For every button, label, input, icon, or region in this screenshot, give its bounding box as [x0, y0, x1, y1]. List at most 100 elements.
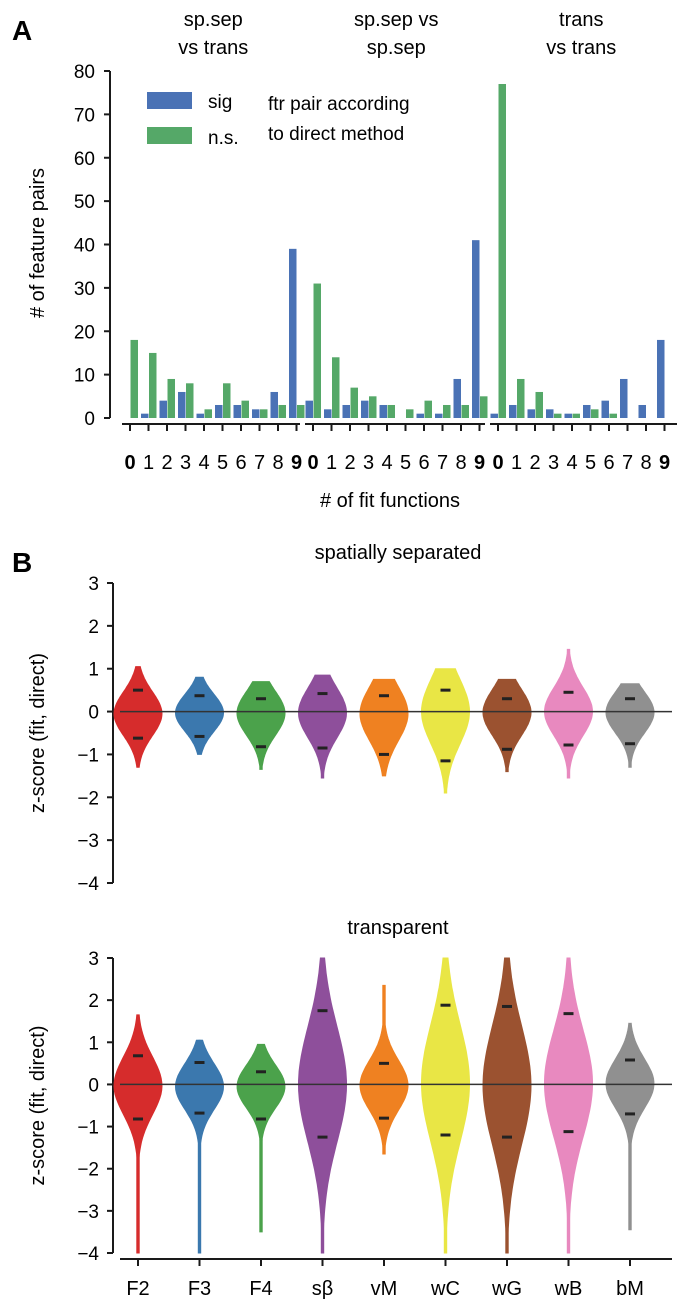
bar-sig	[178, 391, 186, 418]
y-tick-label: 0	[88, 1075, 99, 1096]
y-tick-label: 40	[74, 236, 95, 257]
bar-ns	[278, 404, 286, 418]
x-tick-label: wB	[554, 1278, 583, 1300]
bar-ns	[443, 404, 451, 418]
bar-ns	[130, 339, 138, 418]
y-tick-label: −4	[77, 1244, 99, 1265]
bar-ns	[332, 357, 340, 418]
bar-sig	[196, 413, 204, 418]
group-title-line1: trans	[559, 9, 603, 31]
y-tick-label: −3	[77, 831, 99, 852]
y-tick-label: 50	[74, 192, 95, 213]
x-tick-label: 6	[235, 452, 246, 474]
violin-F3	[175, 676, 224, 755]
x-tick-label: 4	[566, 452, 577, 474]
bar-sig	[289, 248, 297, 418]
y-tick-label: 70	[74, 105, 95, 126]
x-tick-label: 5	[585, 452, 596, 474]
x-tick-label: 4	[381, 452, 392, 474]
bar-sig	[141, 413, 149, 418]
x-tick-label: 7	[622, 452, 633, 474]
y-tick-label: 1	[88, 1033, 99, 1054]
bar-sig	[490, 413, 498, 418]
y-tick-label: 3	[88, 574, 99, 595]
x-tick-label: 1	[511, 452, 522, 474]
violin-sβ	[297, 674, 348, 779]
bar-ns	[591, 409, 599, 418]
x-tick-label: bM	[616, 1278, 644, 1300]
violin-wB	[544, 957, 593, 1254]
bar-sig	[620, 378, 628, 418]
y-tick-label: −4	[77, 874, 99, 895]
legend-note-line1: ftr pair according	[268, 94, 410, 115]
bar-ns	[350, 387, 358, 418]
x-tick-label: 6	[603, 452, 614, 474]
violin-chart-spatially-separated: 3 2 1 0 −1 −2 −3 −4 z-score (fit, direct) spatial…	[27, 542, 672, 895]
bar-sig	[252, 409, 260, 418]
legend-note-line2: to direct method	[268, 124, 404, 145]
bar-sig	[546, 409, 554, 418]
x-tick-label: 3	[363, 452, 374, 474]
bar-ns	[572, 413, 580, 418]
bar-ns	[535, 391, 543, 418]
x-tick-label: 8	[272, 452, 283, 474]
x-tick-label: 2	[344, 452, 355, 474]
x-tick-label: F3	[188, 1278, 211, 1300]
bar-ns	[149, 352, 157, 418]
x-tick-label: 7	[254, 452, 265, 474]
x-tick-label: 1	[143, 452, 154, 474]
y-tick-label: 30	[74, 279, 95, 300]
bar-ns	[406, 409, 414, 418]
violin-wG	[482, 678, 532, 773]
bar-sig	[342, 404, 350, 418]
bar-sig	[270, 391, 278, 418]
legend-label-ns: n.s.	[208, 128, 239, 149]
violin-F4	[236, 681, 286, 770]
violin-vM	[359, 984, 409, 1155]
x-tick-label: 3	[180, 452, 191, 474]
x-tick-label: 6	[418, 452, 429, 474]
bar-ns	[167, 378, 175, 418]
bar-ns	[498, 84, 506, 418]
bar-ns	[609, 413, 617, 418]
y-tick-label: 80	[74, 62, 95, 83]
bar-ns	[461, 404, 469, 418]
violin-vM	[359, 678, 409, 777]
legend-swatch-ns	[147, 127, 192, 144]
bar-ns	[313, 283, 321, 418]
bar-ns	[204, 409, 212, 418]
chart-title: transparent	[347, 917, 449, 939]
violin-sβ	[298, 957, 347, 1254]
legend-label-sig: sig	[208, 92, 232, 113]
bar-sig	[453, 378, 461, 418]
x-tick-label: sβ	[312, 1278, 334, 1300]
bar-ns	[186, 383, 194, 418]
bar-ns	[223, 383, 231, 418]
y-axis-label: # of feature pairs	[27, 168, 49, 318]
y-tick-label: 0	[84, 409, 95, 430]
bar-ns	[241, 400, 249, 418]
x-tick-label: 8	[455, 452, 466, 474]
bar-sig	[233, 404, 241, 418]
bar-sig	[564, 413, 572, 418]
x-tick-label: 5	[217, 452, 228, 474]
x-tick-label: 8	[640, 452, 651, 474]
group-title-line2: vs trans	[178, 37, 248, 59]
x-tick-label: 2	[529, 452, 540, 474]
violin-wB	[543, 648, 594, 779]
y-tick-label: −1	[77, 745, 99, 766]
bar-ns	[517, 378, 525, 418]
bar-sig	[435, 413, 443, 418]
x-tick-label: 7	[437, 452, 448, 474]
x-tick-label: 4	[198, 452, 209, 474]
bar-sig	[509, 404, 517, 418]
chart-title: spatially separated	[315, 542, 482, 564]
x-tick-label: 0	[492, 452, 503, 474]
group-title-line2: sp.sep	[367, 37, 426, 59]
bar-ns	[387, 404, 395, 418]
bar-ns	[297, 404, 305, 418]
bar-sig	[638, 404, 646, 418]
x-tick-label: 9	[474, 452, 485, 474]
